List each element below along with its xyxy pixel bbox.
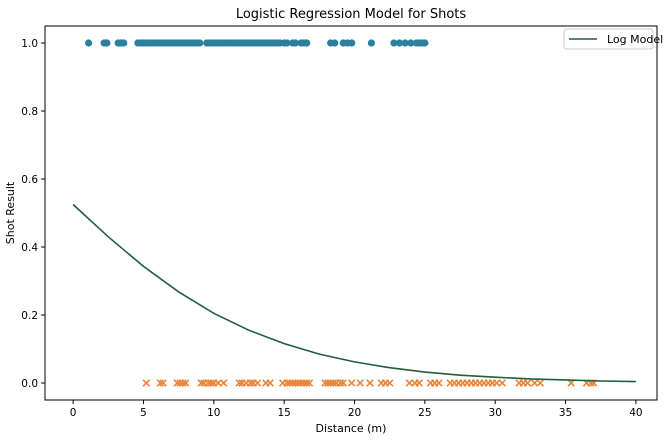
legend: Log Model xyxy=(563,28,663,50)
miss-point xyxy=(219,379,228,387)
goal-point xyxy=(331,39,339,47)
miss-point xyxy=(302,379,311,387)
miss-point xyxy=(297,379,305,387)
goal-point xyxy=(303,39,311,47)
y-axis: 0.0 0.2 0.4 0.6 0.8 1.0 xyxy=(21,38,45,390)
x-tick-label: 5 xyxy=(140,407,147,419)
miss-point xyxy=(530,379,539,387)
miss-point xyxy=(300,379,308,387)
legend-box xyxy=(563,28,654,50)
x-tick-label: 20 xyxy=(348,407,361,419)
miss-point xyxy=(347,379,356,387)
goal-point xyxy=(196,39,204,47)
miss-point xyxy=(498,379,507,387)
y-tick-label: 0.0 xyxy=(21,378,38,390)
miss-point xyxy=(159,379,167,387)
miss-point xyxy=(321,379,329,387)
y-tick-label: 0.6 xyxy=(21,174,38,186)
miss-point xyxy=(142,379,151,387)
miss-point xyxy=(492,379,501,387)
x-tick-label: 35 xyxy=(559,407,572,419)
miss-point xyxy=(176,379,184,387)
miss-point xyxy=(291,379,300,387)
goal-point xyxy=(421,39,429,47)
miss-points xyxy=(142,379,598,387)
miss-point xyxy=(405,379,414,387)
miss-point xyxy=(179,379,187,387)
miss-point xyxy=(326,379,335,387)
goal-point xyxy=(348,39,356,47)
x-tick-label: 15 xyxy=(277,407,290,419)
miss-point xyxy=(305,379,314,387)
y-tick-label: 0.8 xyxy=(21,106,38,118)
miss-point xyxy=(253,379,262,387)
model-curve xyxy=(72,203,636,383)
x-tick-label: 10 xyxy=(207,407,220,419)
miss-point xyxy=(204,379,212,387)
miss-point xyxy=(173,379,182,387)
miss-point xyxy=(235,379,243,387)
y-tick-label: 0.2 xyxy=(21,310,38,322)
miss-point xyxy=(197,379,205,387)
goal-point xyxy=(103,39,111,47)
miss-point xyxy=(207,379,215,387)
miss-point xyxy=(329,379,338,387)
miss-point xyxy=(246,379,255,387)
miss-point xyxy=(288,379,297,387)
model-line xyxy=(72,203,636,383)
y-tick-label: 1.0 xyxy=(21,38,38,50)
plot-frame xyxy=(44,25,658,401)
miss-point xyxy=(523,379,532,387)
legend-label-log-model: Log Model xyxy=(607,33,663,46)
x-tick-label: 25 xyxy=(418,407,431,419)
x-tick-label: 0 xyxy=(70,407,77,419)
miss-point xyxy=(339,379,348,387)
goal-point xyxy=(390,39,398,47)
miss-point xyxy=(286,379,294,387)
miss-point xyxy=(385,379,394,387)
y-tick-label: 0.4 xyxy=(21,242,38,254)
goal-point xyxy=(395,39,404,47)
goal-point xyxy=(85,39,93,47)
goal-point xyxy=(120,39,128,47)
miss-point xyxy=(536,379,544,387)
miss-point xyxy=(181,379,190,387)
miss-point xyxy=(266,379,274,387)
goal-points xyxy=(85,39,429,47)
x-tick-label: 30 xyxy=(489,407,502,419)
y-axis-label: Shot Result xyxy=(4,181,17,244)
miss-point xyxy=(435,379,443,387)
miss-point xyxy=(366,379,374,387)
chart-title: Logistic Regression Model for Shots xyxy=(236,7,467,22)
miss-point xyxy=(415,379,424,387)
miss-point xyxy=(356,379,364,387)
miss-point xyxy=(324,379,332,387)
miss-point xyxy=(294,379,303,387)
goal-point xyxy=(407,39,415,47)
goal-point xyxy=(367,39,375,47)
miss-point xyxy=(156,379,165,387)
goal-point xyxy=(283,39,291,47)
x-axis: 0 5 10 15 20 25 30 35 40 xyxy=(70,400,643,419)
x-tick-label: 40 xyxy=(629,407,642,419)
goal-point xyxy=(401,39,409,47)
miss-point xyxy=(283,379,291,387)
miss-point xyxy=(214,379,222,387)
x-axis-label: Distance (m) xyxy=(316,422,387,435)
miss-point xyxy=(336,379,345,387)
goal-point xyxy=(291,39,300,47)
